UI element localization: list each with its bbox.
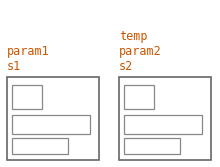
Text: s2: s2 xyxy=(119,60,133,73)
Bar xyxy=(12,138,68,154)
Bar xyxy=(12,85,42,109)
Bar xyxy=(124,115,202,134)
Text: temp: temp xyxy=(119,30,147,43)
Bar xyxy=(124,138,180,154)
Text: s1: s1 xyxy=(7,60,21,73)
Bar xyxy=(12,115,90,134)
Bar xyxy=(119,77,211,160)
Bar xyxy=(124,85,154,109)
Bar xyxy=(7,77,99,160)
Text: param2: param2 xyxy=(119,45,161,58)
Text: param1: param1 xyxy=(7,45,49,58)
